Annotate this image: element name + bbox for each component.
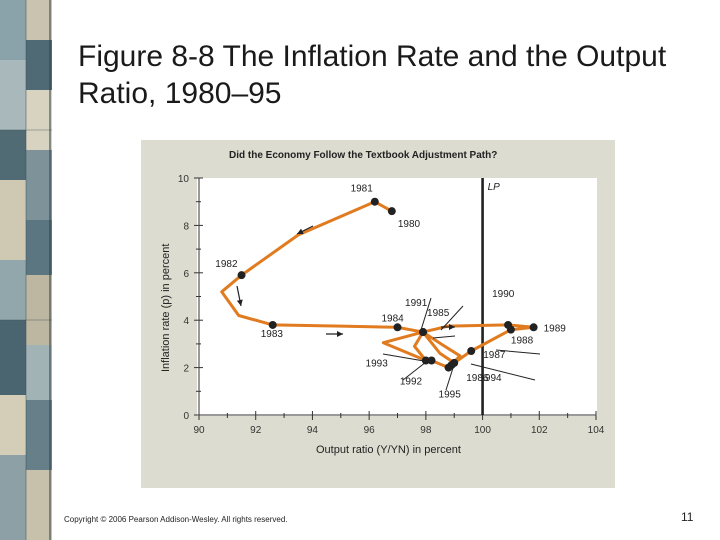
data-point-1981 (370, 197, 379, 206)
y-tick-label: 6 (183, 269, 189, 280)
axes: 0 2 4 6 8 10 90 92 94 96 98 100 102 104 (178, 174, 605, 436)
leader-line-1992 (402, 361, 427, 381)
data-point-1991 (419, 328, 428, 337)
year-label-1981: 1981 (351, 184, 374, 195)
lp-line-group: LP (481, 178, 501, 415)
x-tick-label: 100 (474, 425, 491, 436)
year-label-1988: 1988 (511, 336, 534, 347)
data-point-1984 (393, 323, 402, 332)
y-axis-title: Inflation rate (p) in percent (160, 244, 172, 372)
year-label-1989: 1989 (544, 323, 567, 334)
year-label-1995: 1995 (439, 390, 462, 401)
leader-line-1993 (382, 353, 425, 362)
y-tick-label: 8 (183, 221, 189, 232)
data-point-1983 (268, 320, 277, 329)
x-tick-label: 102 (531, 425, 548, 436)
leader-line-1986 (432, 335, 456, 339)
copyright-notice: Copyright © 2006 Pearson Addison-Wesley.… (64, 515, 288, 524)
x-tick-label: 96 (364, 425, 376, 436)
decorative-quilt-border (0, 0, 52, 540)
arrow-head-1 (236, 299, 243, 306)
figure-number: Figure 8-8 (78, 40, 215, 73)
leader-line-1985 (440, 305, 464, 331)
year-label-1990: 1990 (492, 289, 515, 300)
figure-caption: The Inflation Rate and the Output Ratio,… (78, 40, 667, 110)
year-label-1987: 1987 (483, 350, 506, 361)
leader-line-1991 (420, 297, 432, 331)
year-label-1992: 1992 (400, 376, 423, 387)
year-label-1982: 1982 (215, 259, 238, 270)
chart-panel: Did the Economy Follow the Textbook Adju… (141, 140, 615, 488)
data-point-1989 (529, 323, 538, 332)
arrow-head-0 (297, 228, 304, 234)
data-point-1982 (237, 271, 246, 280)
year-label-1986: 1986 (466, 373, 489, 384)
plot-area (197, 178, 597, 416)
x-tick-label: 94 (307, 425, 319, 436)
year-label-1985: 1985 (427, 308, 450, 319)
trajectory-group (220, 197, 538, 372)
data-point-1992 (421, 356, 430, 365)
data-point-1980 (387, 207, 396, 216)
year-label-1993: 1993 (366, 358, 389, 369)
chart-title: Did the Economy Follow the Textbook Adju… (229, 150, 497, 161)
inflation-output-chart: Did the Economy Follow the Textbook Adju… (160, 150, 605, 456)
x-tick-label: 92 (250, 425, 262, 436)
x-tick-label: 104 (588, 425, 605, 436)
year-label-1991: 1991 (405, 298, 428, 309)
year-label-1994: 1994 (479, 373, 502, 384)
leader-line-1994 (470, 363, 536, 381)
y-tick-label: 4 (183, 316, 189, 327)
leader-line-1987 (495, 349, 541, 355)
y-tick-label: 2 (183, 364, 189, 375)
year-labels: 1980 1981 1982 1983 1984 1985 1986 1987 1988 1989… (215, 184, 566, 401)
page-number: 11 (681, 510, 694, 524)
arrow-head-2 (337, 331, 343, 337)
arrow-head-3 (449, 324, 455, 330)
y-tick-label: 0 (183, 411, 189, 422)
slide-title: Figure 8-8 The Inflation Rate and the Ou… (78, 38, 678, 112)
year-label-1983: 1983 (261, 329, 284, 340)
year-label-1980: 1980 (398, 219, 421, 230)
y-tick-label: 10 (178, 174, 190, 185)
data-point-1990 (504, 320, 513, 329)
data-point-1993 (427, 356, 436, 365)
year-label-1984: 1984 (382, 313, 405, 324)
x-tick-label: 98 (420, 425, 432, 436)
x-tick-label: 90 (193, 425, 205, 436)
direction-arrows (236, 225, 455, 337)
lp-label: LP (488, 182, 501, 193)
leader-line-1995 (445, 367, 454, 391)
data-point-1987 (467, 347, 476, 356)
x-axis-title: Output ratio (Y/YN) in percent (316, 444, 461, 456)
data-point-1995 (444, 363, 453, 372)
